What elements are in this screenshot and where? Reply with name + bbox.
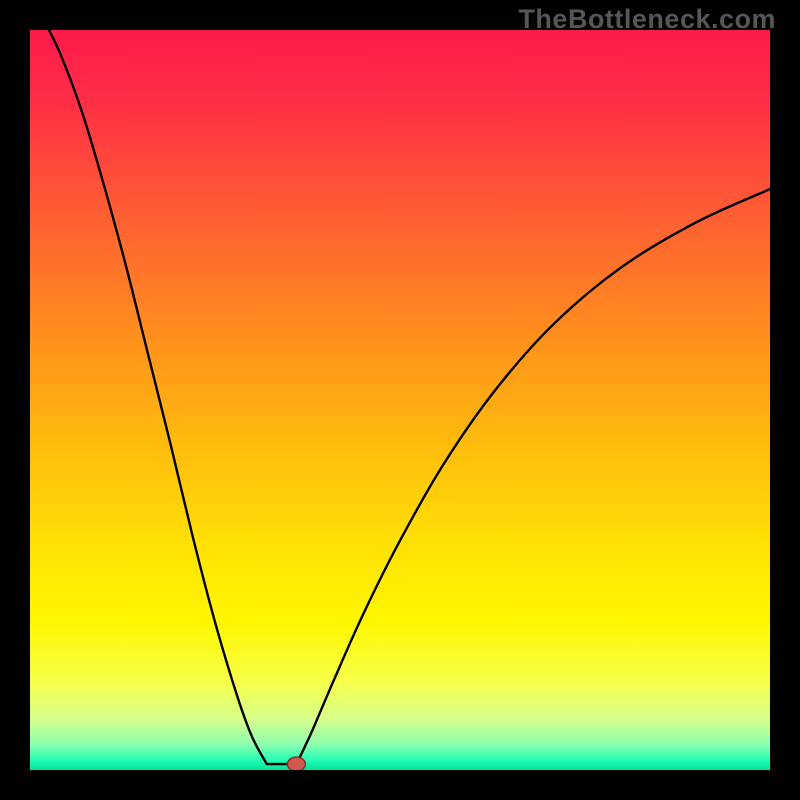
plot-area xyxy=(30,30,770,770)
bottleneck-chart-svg xyxy=(30,30,770,770)
chart-frame: TheBottleneck.com xyxy=(0,0,800,800)
valley-marker xyxy=(287,757,305,770)
gradient-background xyxy=(30,30,770,770)
